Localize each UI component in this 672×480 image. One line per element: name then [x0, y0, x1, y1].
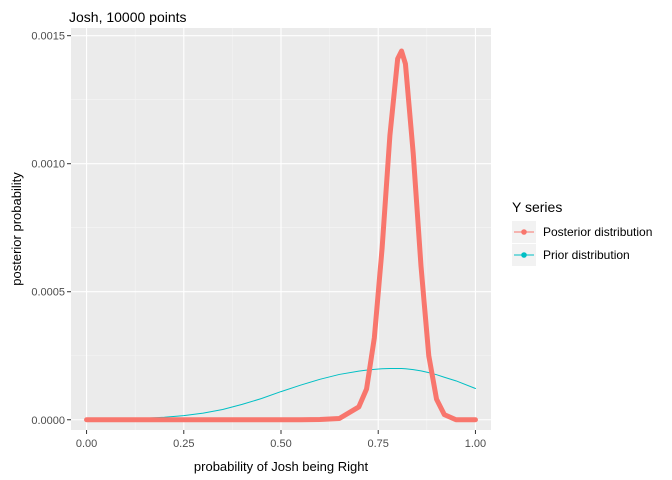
legend-label: Prior distribution	[543, 248, 630, 262]
series-layer	[84, 48, 478, 423]
y-tick-label: 0.0015	[31, 31, 65, 43]
x-axis: 0.00 0.25 0.50 0.75 1.00	[76, 430, 486, 450]
chart-title: Josh, 10000 points	[69, 9, 187, 25]
x-tick-label: 0.75	[368, 438, 389, 450]
legend-title: Y series	[512, 199, 562, 215]
x-tick-label: 0.00	[76, 438, 97, 450]
legend-label: Posterior distribution	[543, 225, 652, 239]
x-tick-label: 0.50	[270, 438, 291, 450]
legend: Y series Posterior distribution Prior dis…	[512, 199, 652, 266]
legend-key-point	[521, 229, 527, 235]
y-tick-label: 0.0010	[31, 159, 65, 171]
x-tick-label: 0.25	[173, 438, 194, 450]
y-axis: 0.0000 0.0005 0.0010 0.0015	[31, 31, 71, 427]
major-gridlines	[71, 28, 491, 430]
x-tick-label: 1.00	[465, 438, 486, 450]
posterior-distribution-line	[84, 48, 478, 423]
y-tick-label: 0.0005	[31, 287, 65, 299]
legend-key-point	[521, 252, 527, 258]
y-tick-label: 0.0000	[31, 415, 65, 427]
prior-distribution-line	[86, 368, 476, 420]
y-axis-title: posterior probability	[9, 172, 24, 286]
x-axis-title: probability of Josh being Right	[194, 459, 369, 474]
